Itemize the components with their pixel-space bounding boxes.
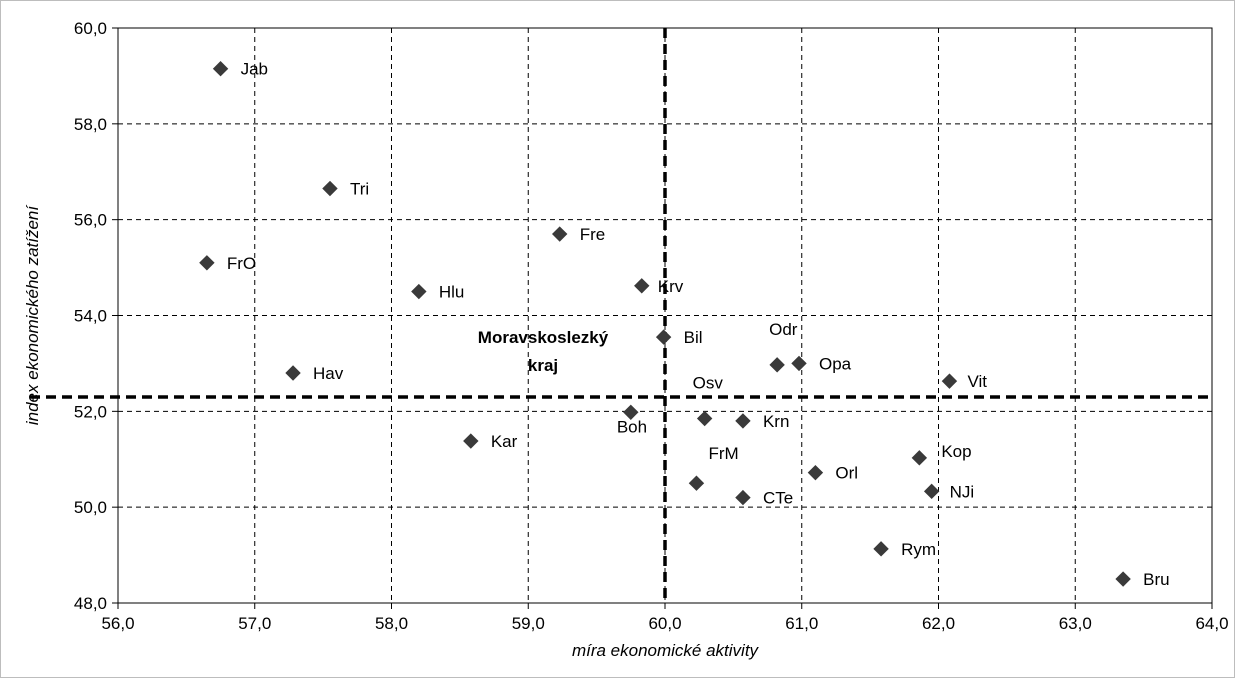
data-point-fre bbox=[551, 226, 568, 242]
point-label-fre: Fre bbox=[580, 225, 606, 244]
point-label-opa: Opa bbox=[819, 354, 852, 373]
point-label-jab: Jab bbox=[241, 60, 268, 79]
reference-label-line-2: kraj bbox=[528, 356, 558, 375]
y-tick-label: 48,0 bbox=[74, 594, 107, 613]
x-tick-label: 58,0 bbox=[375, 614, 408, 633]
point-label-vit: Vit bbox=[967, 372, 987, 391]
data-point-fro bbox=[199, 255, 215, 271]
y-tick-label: 54,0 bbox=[74, 307, 107, 326]
data-points bbox=[199, 61, 1131, 587]
point-label-tri: Tri bbox=[350, 180, 369, 199]
data-point-nji bbox=[923, 483, 940, 500]
reference-lines bbox=[30, 28, 1212, 603]
y-tick-label: 56,0 bbox=[74, 211, 107, 230]
x-tick-label: 63,0 bbox=[1059, 614, 1092, 633]
point-label-krn: Krn bbox=[763, 412, 789, 431]
point-label-kar: Kar bbox=[491, 432, 518, 451]
x-tick-label: 57,0 bbox=[238, 614, 271, 633]
data-point-opa bbox=[791, 355, 807, 372]
x-axis-title: míra ekonomické aktivity bbox=[572, 641, 760, 660]
data-point-hlu bbox=[411, 283, 427, 300]
point-label-frm: FrM bbox=[708, 444, 738, 463]
data-point-krn bbox=[735, 413, 751, 429]
reference-label-line-1: Moravskoslezký bbox=[478, 328, 609, 347]
data-point-rym bbox=[873, 541, 889, 557]
x-tick-label: 56,0 bbox=[101, 614, 134, 633]
point-label-bil: Bil bbox=[684, 328, 703, 347]
point-label-krv: Krv bbox=[658, 277, 684, 296]
point-label-hav: Hav bbox=[313, 364, 344, 383]
y-tick-label: 58,0 bbox=[74, 115, 107, 134]
y-tick-label: 52,0 bbox=[74, 402, 107, 421]
data-point-odr bbox=[769, 357, 785, 373]
point-label-hlu: Hlu bbox=[439, 283, 465, 302]
x-tick-label: 64,0 bbox=[1195, 614, 1228, 633]
x-tick-label: 59,0 bbox=[512, 614, 545, 633]
data-point-bil bbox=[655, 329, 672, 345]
point-label-osv: Osv bbox=[693, 374, 724, 393]
point-label-odr: Odr bbox=[769, 320, 798, 339]
data-point-bru bbox=[1115, 571, 1131, 587]
x-tick-label: 61,0 bbox=[785, 614, 818, 633]
grid-lines bbox=[118, 28, 1212, 603]
data-point-hav bbox=[285, 365, 301, 381]
point-label-cte: CTe bbox=[763, 489, 793, 508]
y-tick-label: 50,0 bbox=[74, 498, 107, 517]
data-point-vit bbox=[941, 373, 958, 389]
x-tick-label: 62,0 bbox=[922, 614, 955, 633]
point-label-rym: Rym bbox=[901, 540, 936, 559]
point-label-boh: Boh bbox=[617, 417, 647, 436]
y-axis-title: index ekonomického zatížení bbox=[23, 204, 42, 426]
data-point-tri bbox=[322, 180, 338, 197]
data-point-kop bbox=[911, 450, 928, 466]
point-label-fro: FrO bbox=[227, 254, 256, 273]
y-tick-label: 60,0 bbox=[74, 19, 107, 38]
point-label-kop: Kop bbox=[941, 442, 971, 461]
data-point-krv bbox=[634, 278, 650, 294]
data-point-osv bbox=[696, 410, 713, 427]
point-label-nji: NJi bbox=[950, 482, 975, 501]
x-tick-label: 60,0 bbox=[648, 614, 681, 633]
data-point-kar bbox=[463, 433, 479, 449]
data-point-orl bbox=[807, 464, 824, 481]
data-point-frm bbox=[688, 475, 705, 491]
point-label-orl: Orl bbox=[835, 464, 858, 483]
data-point-jab bbox=[212, 61, 229, 77]
point-labels: Jab Tri FrO Hlu Hav Kar Fre Krv Bil Boh Osv Krn Odr O… bbox=[227, 60, 1170, 589]
data-point-cte bbox=[735, 489, 751, 506]
data-point-boh bbox=[623, 404, 639, 420]
point-label-bru: Bru bbox=[1143, 570, 1169, 589]
axis-ticks: 56,0 57,0 58,0 59,0 60,0 61,0 62,0 63,0 64,0 48,0… bbox=[74, 19, 1229, 633]
